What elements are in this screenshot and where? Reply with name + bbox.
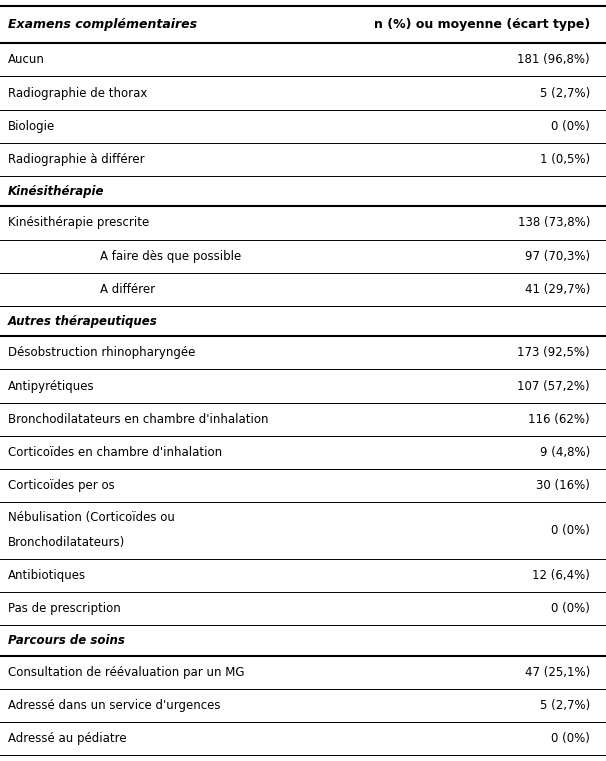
Text: Adressé au pédiatre: Adressé au pédiatre <box>8 732 127 745</box>
Text: 12 (6,4%): 12 (6,4%) <box>532 569 590 582</box>
Text: n (%) ou moyenne (écart type): n (%) ou moyenne (écart type) <box>374 18 590 31</box>
Text: 30 (16%): 30 (16%) <box>536 479 590 492</box>
Text: Biologie: Biologie <box>8 119 55 132</box>
Text: Kinésithérapie: Kinésithérapie <box>8 185 104 198</box>
Text: A faire dès que possible: A faire dès que possible <box>100 250 241 263</box>
Text: 5 (2,7%): 5 (2,7%) <box>540 699 590 712</box>
Text: 47 (25,1%): 47 (25,1%) <box>525 666 590 679</box>
Text: Consultation de réévaluation par un MG: Consultation de réévaluation par un MG <box>8 666 244 679</box>
Text: Antipyrétiques: Antipyrétiques <box>8 380 95 393</box>
Text: Bronchodilatateurs): Bronchodilatateurs) <box>8 537 125 549</box>
Text: 0 (0%): 0 (0%) <box>551 119 590 132</box>
Text: Antibiotiques: Antibiotiques <box>8 569 86 582</box>
Text: Corticoïdes en chambre d'inhalation: Corticoïdes en chambre d'inhalation <box>8 446 222 459</box>
Text: 41 (29,7%): 41 (29,7%) <box>525 282 590 295</box>
Text: Bronchodilatateurs en chambre d'inhalation: Bronchodilatateurs en chambre d'inhalati… <box>8 412 268 425</box>
Text: 181 (96,8%): 181 (96,8%) <box>518 53 590 66</box>
Text: Parcours de soins: Parcours de soins <box>8 634 125 647</box>
Text: A différer: A différer <box>100 282 155 295</box>
Text: 0 (0%): 0 (0%) <box>551 524 590 537</box>
Text: 1 (0,5%): 1 (0,5%) <box>540 153 590 166</box>
Text: Radiographie de thorax: Radiographie de thorax <box>8 87 147 100</box>
Text: Désobstruction rhinopharyngée: Désobstruction rhinopharyngée <box>8 346 195 359</box>
Text: Nébulisation (Corticoïdes ou: Nébulisation (Corticoïdes ou <box>8 511 175 524</box>
Text: Adressé dans un service d'urgences: Adressé dans un service d'urgences <box>8 699 221 712</box>
Text: 0 (0%): 0 (0%) <box>551 602 590 615</box>
Text: Corticoïdes per os: Corticoïdes per os <box>8 479 115 492</box>
Text: 0 (0%): 0 (0%) <box>551 732 590 745</box>
Text: 107 (57,2%): 107 (57,2%) <box>518 380 590 393</box>
Text: Kinésithérapie prescrite: Kinésithérapie prescrite <box>8 216 149 230</box>
Text: 116 (62%): 116 (62%) <box>528 412 590 425</box>
Text: 97 (70,3%): 97 (70,3%) <box>525 250 590 263</box>
Text: Examens complémentaires: Examens complémentaires <box>8 18 197 31</box>
Text: Radiographie à différer: Radiographie à différer <box>8 153 145 166</box>
Text: 138 (73,8%): 138 (73,8%) <box>518 216 590 230</box>
Text: 173 (92,5%): 173 (92,5%) <box>518 346 590 359</box>
Text: Aucun: Aucun <box>8 53 45 66</box>
Text: 9 (4,8%): 9 (4,8%) <box>540 446 590 459</box>
Text: 5 (2,7%): 5 (2,7%) <box>540 87 590 100</box>
Text: Pas de prescription: Pas de prescription <box>8 602 121 615</box>
Text: Autres thérapeutiques: Autres thérapeutiques <box>8 314 158 327</box>
